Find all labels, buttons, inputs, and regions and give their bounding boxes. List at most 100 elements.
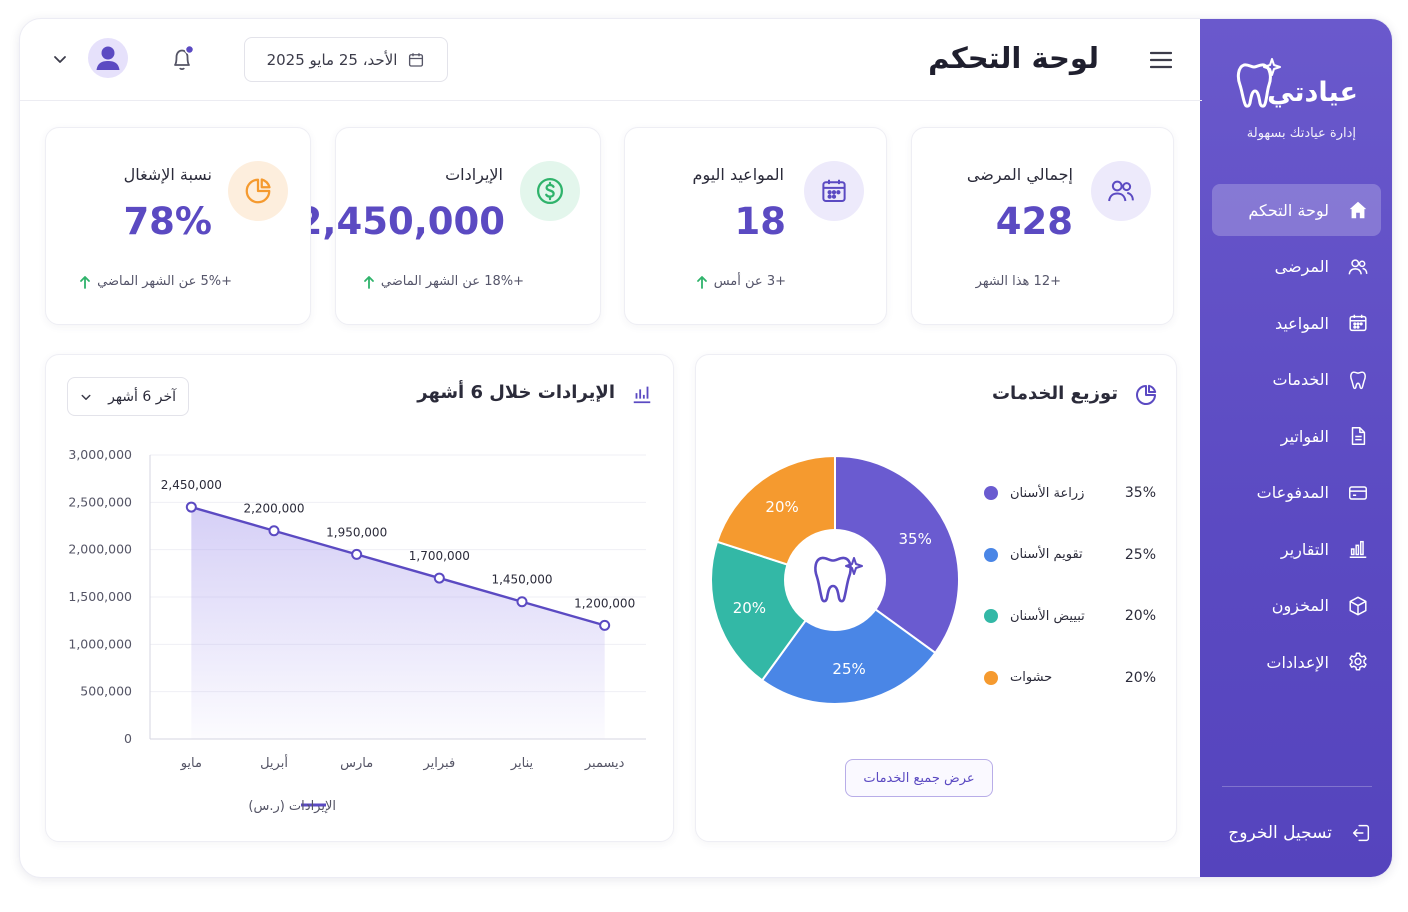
y-tick-label: 2,500,000 <box>68 494 132 509</box>
tooth-sparkle-icon <box>1236 58 1281 108</box>
arrow-up-icon <box>363 275 374 289</box>
legend-percent: 20% <box>1124 669 1156 686</box>
dollar-icon <box>537 178 563 204</box>
y-tick-label: 1,500,000 <box>68 589 132 604</box>
x-tick-label: فبراير <box>422 756 455 771</box>
sidebar-item-label: الإعدادات <box>1266 652 1329 672</box>
stat-card-appointments: المواعيد اليوم 18 +3 عن أمس <box>624 127 887 325</box>
services-pie-chart: 35% 25% 20% 20% <box>710 454 960 705</box>
home-icon <box>1349 201 1367 219</box>
legend-item: حشوات 20% <box>984 668 1156 688</box>
pie-slice <box>760 578 937 705</box>
x-tick-label: يناير <box>510 756 534 771</box>
revenue-line-chart: 0 500,000 1,000,000 1,500,000 2,000,000 2,500… <box>68 447 646 814</box>
range-select[interactable]: آخر 6 أشهر <box>67 377 189 416</box>
legend-name: تقويم الأسنان <box>1010 547 1083 562</box>
brand-logo[interactable]: عيادتي <box>1226 55 1366 115</box>
tooth-sparkle-icon <box>814 556 863 603</box>
sidebar-item-patients[interactable]: المرضى <box>1212 241 1381 293</box>
pie-icon <box>245 178 271 204</box>
stat-footnote: +12 هذا الشهر <box>976 274 1061 289</box>
legend-name: زراعة الأسنان <box>1010 485 1085 501</box>
revenue-area <box>191 507 605 739</box>
data-label: 1,200,000 <box>574 596 635 610</box>
chevron-down-icon <box>81 394 91 400</box>
x-tick-label: مارس <box>340 756 373 771</box>
sidebar-item-payments[interactable]: المدفوعات <box>1212 467 1381 519</box>
x-tick-label: أبريل <box>260 754 288 771</box>
sidebar-item-label: المدفوعات <box>1256 483 1329 502</box>
tooth-outline <box>814 556 852 603</box>
sidebar-item-label: الخدمات <box>1272 370 1329 389</box>
data-label: 1,950,000 <box>326 525 387 539</box>
sidebar-item-dashboard[interactable]: لوحة التحكم <box>1212 184 1381 236</box>
sidebar-divider <box>1222 786 1372 787</box>
legend-item: تبييض الأسنان 20% <box>984 606 1156 626</box>
slice-label: 20% <box>733 599 766 617</box>
slice-label: 20% <box>765 498 798 516</box>
sidebar-item-label: لوحة التحكم <box>1248 200 1329 220</box>
stat-footnote: +3 عن أمس <box>696 274 786 289</box>
bell-icon <box>174 44 195 71</box>
stat-value: 2,450,000 <box>296 200 505 243</box>
calendar-icon <box>409 52 424 67</box>
calendar-icon <box>822 179 846 202</box>
stat-icon-bg <box>804 161 864 221</box>
hamburger-menu-icon[interactable] <box>1150 51 1172 69</box>
slice-label: 35% <box>899 530 932 548</box>
stat-footnote: +18% عن الشهر الماضي <box>363 274 524 289</box>
date-text: الأحد، 25 مايو 2025 <box>266 50 398 69</box>
sidebar-item-label: المرضى <box>1274 257 1329 276</box>
slice-label: 25% <box>832 660 865 678</box>
top-header: لوحة التحكم الأحد، 25 مايو 2025 <box>20 19 1202 101</box>
y-tick-label: 3,000,000 <box>68 447 132 462</box>
date-picker[interactable]: الأحد، 25 مايو 2025 <box>244 37 448 82</box>
sidebar-item-reports[interactable]: التقارير <box>1212 523 1381 575</box>
legend-dot <box>984 609 998 623</box>
range-select-value: آخر 6 أشهر <box>108 388 176 405</box>
sidebar-item-inventory[interactable]: المخزون <box>1212 580 1381 632</box>
legend-label: الإيرادات (ر.س) <box>248 799 336 814</box>
stat-icon-bg <box>520 161 580 221</box>
revenue-chart-panel: الإيرادات خلال 6 أشهر آخر 6 أشهر 0 500,00… <box>45 354 674 842</box>
y-tick-label: 2,000,000 <box>68 542 132 557</box>
data-point <box>599 619 611 631</box>
app-window: عيادتي إدارة عيادتك بسهولة لوحة التحكم ا… <box>19 18 1393 878</box>
data-point <box>516 596 528 608</box>
sidebar-item-invoices[interactable]: الفواتير <box>1212 410 1381 462</box>
legend-percent: 20% <box>1124 608 1156 624</box>
y-tick-label: 0 <box>124 731 132 746</box>
document-icon <box>1351 427 1366 445</box>
stat-label: نسبة الإشغال <box>123 165 212 184</box>
chevron-down-icon[interactable] <box>52 51 68 67</box>
legend-dot <box>984 486 998 500</box>
data-point <box>185 501 197 513</box>
stat-value: 78% <box>123 200 212 243</box>
brand-tagline: إدارة عيادتك بسهولة <box>1246 126 1356 141</box>
revenue-line <box>191 505 605 627</box>
bar-chart-icon <box>633 386 651 404</box>
services-panel: توزيع الخدمات 35% 25% 20% 20% زراعة الأسنان… <box>695 354 1177 842</box>
stat-icon-bg <box>1091 161 1151 221</box>
legend-dot <box>984 547 998 562</box>
notifications-button[interactable] <box>170 44 196 73</box>
tooth-icon <box>1350 370 1366 389</box>
users-icon <box>1348 258 1368 274</box>
y-tick-label: 500,000 <box>80 684 132 699</box>
sidebar-item-settings[interactable]: الإعدادات <box>1212 636 1381 688</box>
bar-chart-icon <box>1349 540 1367 558</box>
logout-button[interactable]: تسجيل الخروج <box>1222 819 1372 847</box>
y-tick-label: 1,000,000 <box>68 636 132 651</box>
avatar[interactable] <box>88 38 128 78</box>
users-icon <box>1108 180 1134 202</box>
sidebar-item-label: المواعيد <box>1274 313 1329 333</box>
stat-label: إجمالي المرضى <box>966 165 1073 184</box>
sidebar-item-appointments[interactable]: المواعيد <box>1212 297 1381 349</box>
brand-name: عيادتي <box>1267 77 1358 108</box>
view-all-services-button[interactable]: عرض جميع الخدمات <box>845 759 993 797</box>
data-label: 1,700,000 <box>409 549 470 563</box>
sidebar-item-services[interactable]: الخدمات <box>1212 354 1381 406</box>
box-icon <box>1349 596 1367 615</box>
credit-card-icon <box>1349 485 1367 500</box>
data-point <box>351 548 363 560</box>
